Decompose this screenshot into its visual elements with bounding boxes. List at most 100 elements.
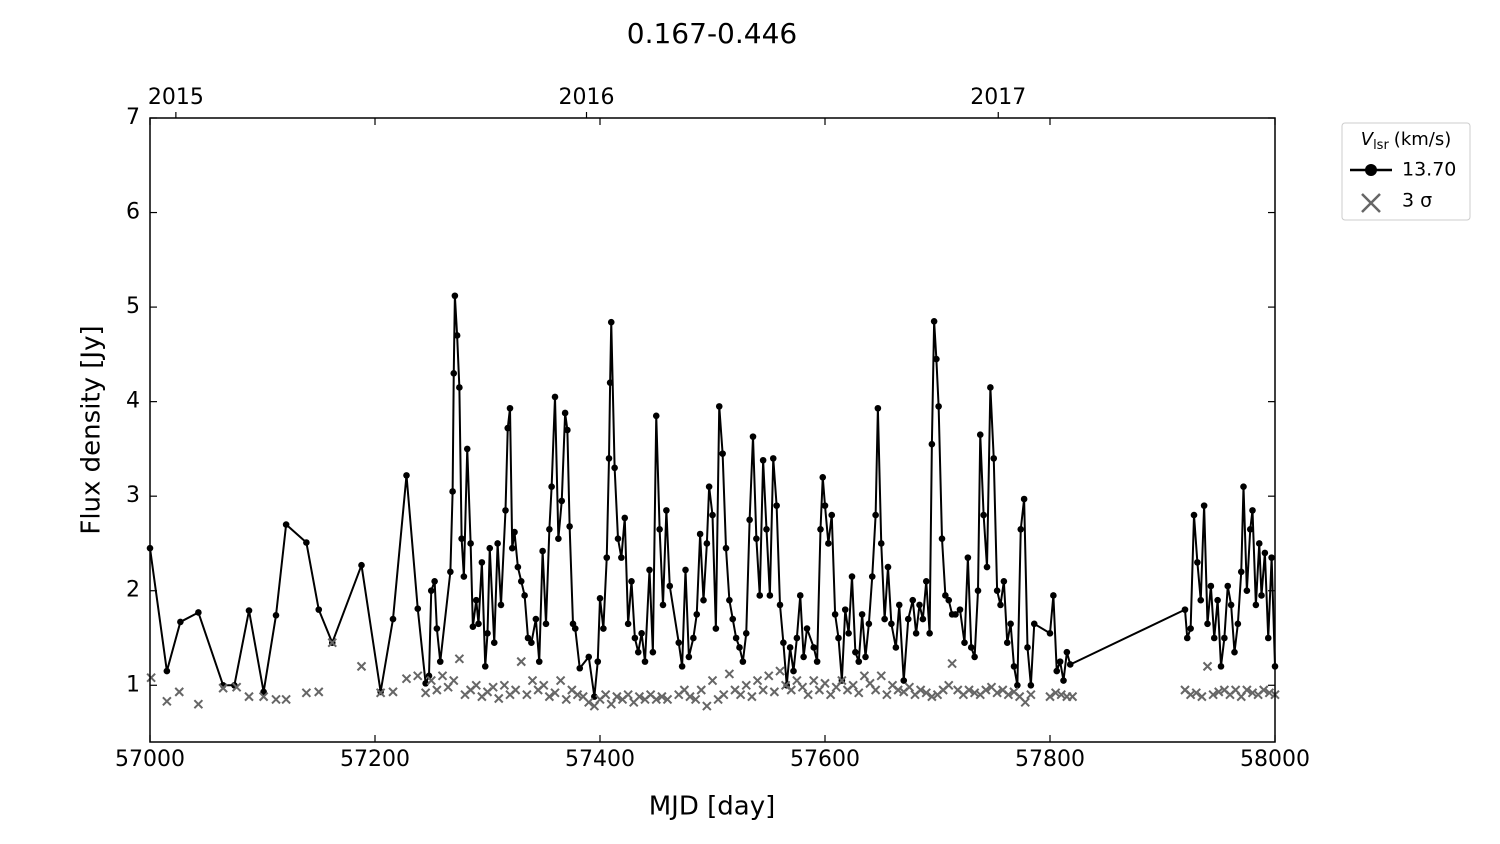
data-point: [558, 497, 566, 505]
data-point: [433, 625, 441, 632]
data-point: [874, 404, 882, 412]
data-point: [976, 431, 984, 439]
sigma-marker: [820, 678, 830, 689]
data-point: [868, 573, 876, 580]
y-tick-label: 2: [126, 578, 140, 603]
data-point: [980, 511, 987, 519]
data-point: [964, 554, 972, 561]
data-point: [576, 664, 584, 672]
data-point: [463, 445, 471, 453]
sigma-marker: [471, 680, 481, 690]
x2-tick-label: 2015: [148, 85, 204, 110]
data-point: [1210, 634, 1218, 642]
sigma-marker: [707, 675, 718, 686]
data-point: [649, 648, 657, 656]
data-point: [884, 563, 892, 571]
data-point: [933, 355, 940, 363]
sigma-marker: [454, 654, 465, 664]
legend-title-unit: (km/s): [1394, 129, 1451, 150]
x-tick-label: 58000: [1240, 747, 1310, 772]
sigma-marker: [174, 687, 184, 697]
data-point: [865, 620, 873, 628]
sigma-marker: [281, 694, 291, 705]
data-point: [813, 658, 821, 665]
data-point: [618, 554, 625, 561]
data-point: [551, 393, 559, 401]
data-point: [700, 596, 707, 604]
data-point: [709, 511, 716, 519]
data-point: [1050, 592, 1057, 599]
data-point: [422, 680, 429, 687]
data-point: [732, 634, 740, 642]
sigma-marker: [510, 685, 521, 695]
sigma-marker: [1197, 691, 1207, 702]
data-point: [722, 544, 730, 552]
sigma-marker: [544, 691, 555, 702]
data-point: [862, 653, 869, 661]
sigma-marker: [634, 691, 645, 702]
y-tick-label: 3: [126, 483, 140, 508]
data-point: [892, 644, 900, 651]
data-point: [819, 473, 827, 481]
sigma-marker: [375, 688, 386, 698]
data-point: [855, 658, 863, 665]
y-axis-label: Flux density [Jy]: [77, 325, 107, 534]
sigma-marker: [584, 697, 594, 707]
data-point: [705, 483, 713, 491]
data-point: [656, 525, 663, 533]
data-point: [548, 483, 555, 491]
sigma-marker: [606, 699, 616, 709]
data-point: [971, 653, 978, 661]
data-point: [514, 563, 522, 571]
sigma-marker: [969, 688, 980, 698]
data-point: [703, 540, 711, 547]
data-point: [469, 623, 477, 630]
y-tick-label: 1: [126, 672, 140, 697]
data-point: [453, 332, 461, 339]
data-point: [1252, 601, 1260, 609]
sigma-marker: [747, 691, 757, 702]
data-point: [1181, 606, 1189, 613]
sigma-marker: [947, 658, 957, 669]
data-point: [1237, 568, 1245, 576]
data-point: [506, 404, 514, 412]
data-point: [614, 535, 622, 543]
chart-title: 0.167-0.446: [627, 17, 797, 50]
data-point: [685, 653, 693, 661]
data-point: [1020, 495, 1028, 503]
data-point: [736, 644, 743, 651]
data-point: [663, 507, 670, 514]
sigma-marker: [231, 682, 242, 692]
data-point: [952, 611, 959, 618]
data-point: [521, 592, 528, 599]
x-tick-label: 57800: [1015, 747, 1085, 772]
data-point: [414, 605, 422, 612]
sigma-marker: [193, 699, 204, 709]
data-point: [1000, 577, 1008, 585]
data-point: [490, 639, 498, 647]
data-point: [456, 384, 463, 391]
sigma-marker: [388, 687, 398, 697]
sigma-marker: [356, 661, 367, 672]
data-point: [821, 502, 829, 509]
data-point: [447, 568, 454, 576]
data-point: [1190, 511, 1198, 519]
sigma-marker: [420, 688, 431, 698]
sigma-marker: [527, 675, 538, 686]
data-point: [282, 521, 290, 528]
data-point: [163, 667, 171, 675]
sigma-marker: [735, 690, 746, 700]
data-point: [1063, 648, 1071, 656]
data-point: [431, 577, 438, 585]
sigma-marker: [244, 691, 254, 702]
data-point: [611, 464, 618, 472]
data-point: [763, 525, 770, 533]
sigma-marker: [437, 671, 448, 681]
data-point: [881, 615, 888, 623]
data-point: [638, 629, 645, 637]
sigma-marker: [882, 690, 892, 700]
data-point: [303, 539, 310, 546]
sigma-marker: [775, 666, 785, 676]
